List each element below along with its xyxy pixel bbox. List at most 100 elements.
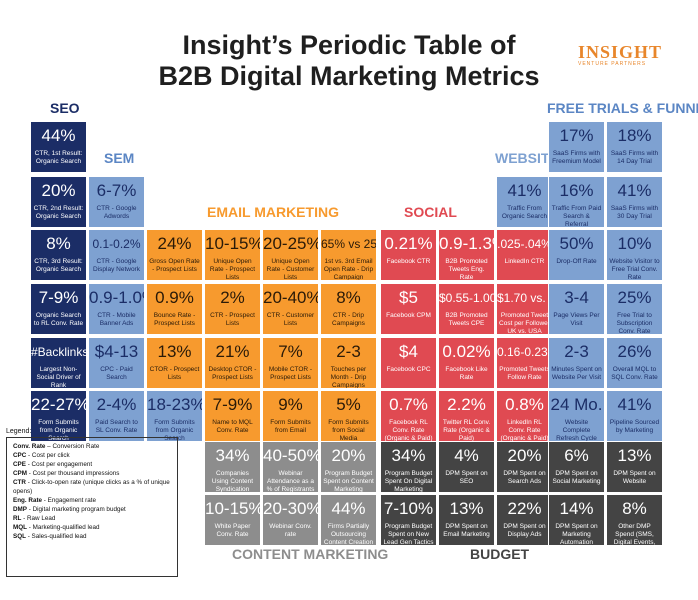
metric-value: 17% [559, 126, 594, 145]
metric-label: Facebook Like Rate [445, 366, 488, 381]
metric-label: DPM Spent on Search Ads [503, 470, 546, 485]
metric-cell-bu4: 6% DPM Spent on Social Marketing [548, 441, 605, 493]
metric-value: 41% [617, 395, 652, 414]
metric-label: Desktop CTOR - Prospect Lists [208, 366, 257, 381]
metric-value: 10% [617, 234, 652, 253]
metric-cell-seo6: 22-27% Form Submits from Organic Search [30, 390, 87, 442]
metric-value: 18% [617, 126, 652, 145]
metric-label: Webinar Attendance as a % of Registrants [266, 470, 315, 493]
metric-label: Program Budget Spent On Digital Marketin… [384, 470, 433, 493]
metric-cell-so2: 0.9-1.3% B2B Promoted Tweets Eng. Rate [438, 229, 495, 281]
metric-label: Website Complete Refresh Cycle [556, 419, 597, 442]
metric-cell-bu8: 22% DPM Spent on Display Ads [496, 494, 553, 546]
metric-label: Gross Open Rate - Prospect Lists [149, 258, 200, 273]
metric-label: Touches per Month - Drip Campaigns [330, 366, 367, 389]
metric-label: Webinar Conv. rate [269, 523, 312, 538]
metric-value: 44% [41, 126, 76, 145]
legend-item: CPE - Cost per engagement [13, 461, 93, 468]
category-social: SOCIAL [404, 204, 457, 220]
metric-label: LinkedIn CTR [504, 258, 545, 265]
metric-value: 6% [564, 446, 589, 465]
legend-item: CPC - Cost per click [13, 452, 70, 459]
metric-value: 0.7% [389, 395, 428, 414]
metric-value: 8% [46, 234, 71, 253]
metric-label: DPM Spent on Marketing Automation [555, 523, 598, 546]
metric-cell-bu1: 34% Program Budget Spent On Digital Marke… [380, 441, 437, 493]
metric-cell-cm5: 20-30% Webinar Conv. rate [262, 494, 319, 546]
metric-label: Program Budget Spent on New Lead Gen Tac… [383, 523, 434, 546]
metric-value: 20-30% [263, 499, 319, 518]
metric-value: 7-10% [383, 499, 434, 518]
metric-label: CTR - Google Display Network [93, 258, 140, 273]
metric-label: Form Submits from Organic Search [154, 419, 195, 442]
legend-item: Eng. Rate - Engagement rate [13, 497, 96, 504]
legend: Conv. Rate – Conversion Rate CPC - Cost … [6, 437, 178, 577]
category-budget: BUDGET [470, 546, 530, 562]
metric-value: 2-3 [564, 342, 589, 361]
metric-cell-bu3: 20% DPM Spent on Search Ads [496, 441, 553, 493]
metric-value: 50% [559, 234, 594, 253]
metric-value: 0.1-0.2% [92, 237, 141, 251]
category-sem: SEM [104, 150, 135, 166]
metric-value: 44% [331, 499, 366, 518]
metric-value: 2-4% [96, 395, 137, 414]
metric-label: CTR - Customer Lists [266, 312, 315, 327]
metric-cell-so6: $1.70 vs. $4.89 Promoted Tweet Cost per F… [496, 283, 553, 335]
metric-cell-cm1: 34% Companies Using Content Syndication [204, 441, 261, 493]
metric-cell-so7: $4 Facebook CPC [380, 337, 437, 389]
metric-cell-so4: $5 Facebook CPM [380, 283, 437, 335]
metric-cell-ft6: 25% Free Trial to Subscription Conv. Rate [606, 283, 663, 335]
metric-value: 26% [617, 342, 652, 361]
metric-label: Facebook CPM [386, 312, 431, 319]
metric-label: Bounce Rate - Prospect Lists [153, 312, 196, 327]
metric-cell-seo5: #Backlinks Largest Non-Social Driver of R… [30, 337, 87, 389]
metric-cell-web5: 24 Mo. Website Complete Refresh Cycle [548, 390, 605, 442]
metric-label: DPM Spent on Email Marketing [443, 523, 490, 538]
logo-subtitle: VENTURE PARTNERS [578, 61, 647, 67]
metric-value: 25% [617, 288, 652, 307]
metric-cell-seo1: 44% CTR, 1st Result: Organic Search [30, 121, 87, 173]
metric-value: 10-15% [205, 499, 261, 518]
metric-value: $5 [399, 288, 418, 307]
metric-label: Program Budget Spent on Content Marketin… [323, 470, 374, 493]
metric-value: 7-9% [38, 288, 79, 307]
metric-cell-em5: 0.9% Bounce Rate - Prospect Lists [146, 283, 203, 335]
metric-value: 0.8% [505, 395, 544, 414]
metric-label: SaaS Firms with Freemium Model [552, 150, 601, 165]
metric-label: Promoted Tweets Follow Rate [499, 366, 550, 381]
metric-label: Other DMP Spend (SMS, Digital Events, Mo… [613, 523, 656, 546]
metric-value: 40-50% [263, 446, 319, 465]
metric-label: Free Trial to Subscription Conv. Rate [616, 312, 653, 335]
title-line-2: B2B Digital Marketing Metrics [158, 61, 540, 91]
legend-item: MQL - Marketing-qualified lead [13, 524, 100, 531]
metric-cell-ft3: 16% Traffic From Paid Search & Referral [548, 176, 605, 228]
metric-label: Name to MQL Conv. Rate [212, 419, 253, 434]
metric-label: CTR, 2nd Result: Organic Search [33, 205, 84, 220]
legend-item: SQL - Sales-qualified lead [13, 533, 87, 540]
metric-label: CTR, 1st Result: Organic Search [34, 150, 83, 165]
metric-value: 0.9-1.0% [89, 288, 144, 307]
metric-label: Form Submits from Social Media [328, 419, 369, 442]
metric-label: CTR - Google Adwords [96, 205, 137, 220]
metric-label: Traffic From Organic Search [501, 205, 548, 220]
metric-value: 0.9-1.3% [439, 234, 494, 253]
category-content-marketing: CONTENT MARKETING [232, 546, 389, 562]
metric-value: #Backlinks [31, 345, 87, 359]
metric-value: .025-.04% [497, 237, 552, 251]
metric-label: Largest Non-Social Driver of Rank [36, 366, 81, 389]
metric-cell-cm6: 44% Firms Partially Outsourcing Content C… [320, 494, 377, 546]
metric-cell-em1: 24% Gross Open Rate - Prospect Lists [146, 229, 203, 281]
metric-label: Twitter RL Conv. Rate (Organic & Paid) [442, 419, 491, 442]
metric-label: DPM Spent on Social Marketing [552, 470, 601, 485]
metric-cell-em3: 20-25% Unique Open Rate - Customer Lists [262, 229, 319, 281]
metric-value: 6-7% [96, 181, 137, 200]
metric-cell-em7: 20-40% CTR - Customer Lists [262, 283, 319, 335]
metric-label: Website Visitor to Free Trial Conv. Rate [609, 258, 660, 281]
metric-cell-bu10: 8% Other DMP Spend (SMS, Digital Events, … [606, 494, 663, 546]
metric-value: 4% [454, 446, 479, 465]
metric-value: $4-13 [94, 342, 139, 361]
metric-value: 0.9% [155, 288, 194, 307]
metric-label: SaaS Firms with 30 Day Trial [610, 205, 659, 220]
metric-value: 65% vs 25% [321, 237, 377, 251]
metric-label: Facebook CPC [386, 366, 431, 373]
